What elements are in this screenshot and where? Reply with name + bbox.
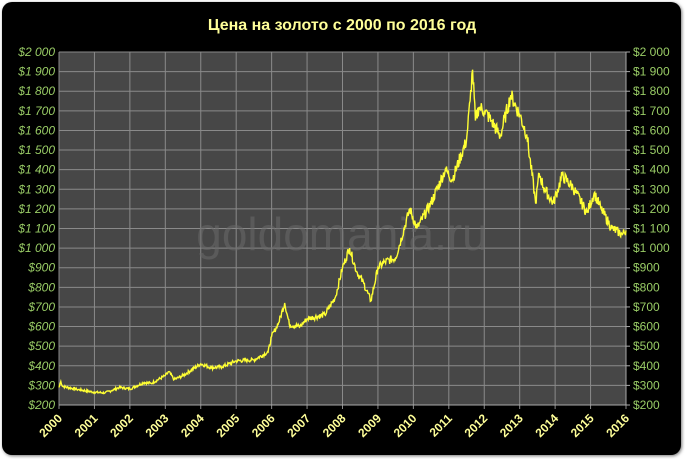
y-tick-label-right: $1 300 [633, 182, 670, 196]
y-tick-label-left: $1 100 [17, 222, 55, 236]
y-tick-label-right: $300 [633, 378, 660, 392]
y-tick-label-right: $200 [633, 398, 660, 412]
y-tick-label-right: $900 [633, 261, 660, 275]
x-tick-label: 2009 [355, 411, 384, 440]
y-tick-label-left: $1 500 [17, 143, 55, 157]
x-tick-label: 2002 [107, 411, 136, 440]
y-tick-label-right: $1 100 [633, 222, 670, 236]
x-tick-label: 2005 [214, 411, 243, 440]
y-tick-label-right: $1 800 [633, 84, 670, 98]
y-tick-label-left: $1 400 [17, 163, 55, 177]
y-tick-label-left: $2 000 [17, 45, 55, 59]
y-tick-label-left: $1 900 [17, 65, 55, 79]
y-tick-label-left: $800 [27, 280, 55, 294]
x-tick-label: 2008 [320, 411, 349, 440]
y-tick-label-left: $300 [27, 378, 55, 392]
y-tick-label-left: $600 [27, 320, 55, 334]
y-tick-label-right: $2 000 [633, 45, 670, 59]
y-tick-label-right: $1 600 [633, 123, 670, 137]
x-tick-label: 2011 [427, 411, 456, 440]
y-tick-label-right: $700 [633, 300, 660, 314]
y-tick-label-right: $1 400 [633, 163, 670, 177]
y-tick-label-left: $1 800 [17, 84, 55, 98]
y-tick-label-left: $1 200 [17, 202, 55, 216]
y-tick-label-left: $400 [27, 359, 55, 373]
y-tick-label-right: $1 700 [633, 104, 670, 118]
y-tick-label-right: $1 000 [633, 241, 670, 255]
y-tick-label-right: $1 900 [633, 65, 670, 79]
gold-price-line [58, 69, 627, 395]
x-tick-label: 2016 [603, 411, 632, 440]
y-tick-label-left: $200 [27, 398, 55, 412]
x-tick-label: 2014 [532, 411, 561, 440]
y-tick-label-left: $1 300 [17, 182, 55, 196]
x-tick-label: 2006 [249, 411, 278, 440]
x-tick-label: 2004 [178, 411, 207, 440]
x-tick-label: 2015 [568, 411, 597, 440]
y-tick-label-left: $1 700 [17, 104, 55, 118]
x-tick-label: 2013 [497, 411, 526, 440]
y-tick-label-left: $900 [27, 261, 55, 275]
y-tick-label-right: $1 500 [633, 143, 670, 157]
x-tick-label: 2000 [36, 411, 65, 440]
y-tick-label-right: $800 [633, 280, 660, 294]
x-tick-label: 2001 [72, 411, 101, 440]
watermark: goldomania.ru [196, 208, 488, 260]
y-tick-label-right: $600 [633, 320, 660, 334]
y-tick-label-left: $500 [27, 339, 55, 353]
y-tick-label-left: $1 600 [17, 123, 55, 137]
x-tick-label: 2003 [143, 411, 172, 440]
x-tick-label: 2010 [391, 411, 420, 440]
chart-title: Цена на золото с 2000 по 2016 год [208, 17, 476, 34]
y-tick-label-right: $500 [633, 339, 660, 353]
x-tick-label: 2007 [284, 411, 313, 440]
x-tick-label: 2012 [462, 411, 491, 440]
y-tick-label-right: $1 200 [633, 202, 670, 216]
y-tick-label-left: $700 [27, 300, 55, 314]
y-tick-label-right: $400 [633, 359, 660, 373]
y-tick-label-left: $1 000 [17, 241, 55, 255]
